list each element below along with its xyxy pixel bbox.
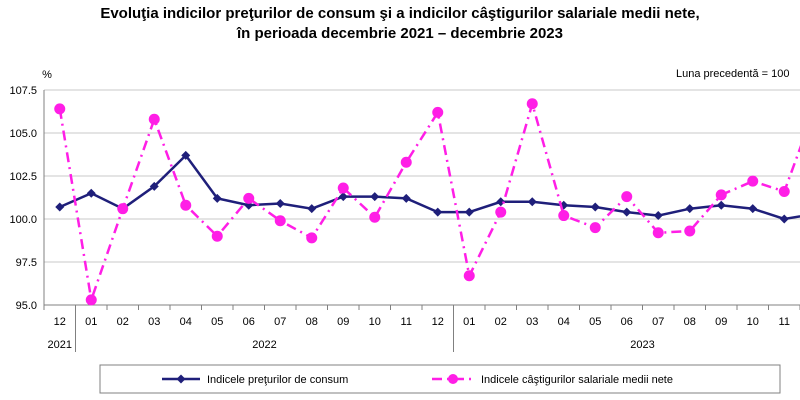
y-tick-label: 97.5 [16, 257, 37, 269]
wage-data-point [652, 227, 664, 239]
legend-wage-label: Indicele câştigurilor salariale medii ne… [481, 374, 673, 386]
wage-data-point [558, 210, 570, 222]
cpi-data-point [370, 192, 380, 202]
wage-data-point [337, 182, 349, 194]
y-tick-label: 105.0 [9, 128, 37, 140]
chart-title-line2: în perioada decembrie 2021 – decembrie 2… [236, 25, 563, 42]
wage-data-point [621, 191, 633, 203]
cpi-data-point [433, 207, 443, 217]
wage-data-point [211, 230, 223, 242]
x-tick-label: 06 [243, 316, 255, 328]
y-tick-label: 100.0 [9, 214, 37, 226]
x-tick-label: 11 [779, 316, 790, 328]
x-tick-label: 09 [715, 316, 727, 328]
x-tick-label: 03 [148, 316, 160, 328]
wage-data-point [306, 232, 318, 244]
legend-cpi-marker [176, 374, 186, 384]
x-tick-label: 11 [401, 316, 412, 328]
year-label: 2023 [630, 339, 654, 351]
chart-title: Evoluţia indicilor preţurilor de consum … [0, 4, 800, 44]
x-tick-label: 12 [432, 316, 444, 328]
legend-cpi-label: Indicele preţurilor de consum [207, 374, 348, 386]
cpi-data-point [464, 207, 474, 217]
wage-data-point [432, 106, 444, 118]
wage-data-point [778, 185, 790, 197]
x-tick-label: 02 [117, 316, 129, 328]
cpi-data-point [212, 193, 222, 203]
wage-data-point [400, 156, 412, 168]
x-tick-label: 04 [558, 316, 570, 328]
y-axis-label: % [42, 69, 52, 81]
wage-data-point [715, 189, 727, 201]
cpi-data-point [779, 214, 789, 224]
year-label: 2022 [252, 339, 276, 351]
cpi-data-point [748, 204, 758, 214]
cpi-data-point [307, 204, 317, 214]
x-tick-label: 10 [747, 316, 759, 328]
wage-data-point [747, 175, 759, 187]
x-tick-label: 05 [589, 316, 601, 328]
cpi-data-point [653, 211, 663, 221]
wage-data-point [274, 215, 286, 227]
baseline-annotation: Luna precedentă = 100 [676, 68, 789, 80]
cpi-data-point [622, 207, 632, 217]
cpi-data-point [527, 197, 537, 207]
x-tick-label: 01 [463, 316, 475, 328]
x-tick-label: 04 [180, 316, 192, 328]
wage-data-point [148, 113, 160, 125]
wage-data-point [54, 103, 66, 115]
cpi-data-point [338, 192, 348, 202]
year-label: 2021 [48, 339, 72, 351]
y-tick-label: 102.5 [9, 171, 37, 183]
cpi-data-point [590, 202, 600, 212]
wage-data-point [495, 206, 507, 218]
wage-data-point [117, 203, 129, 215]
x-tick-label: 03 [526, 316, 538, 328]
legend-wage-marker [448, 374, 458, 384]
x-tick-label: 05 [211, 316, 223, 328]
wage-data-point [85, 294, 97, 306]
wage-data-point [589, 222, 601, 234]
x-tick-label: 09 [337, 316, 349, 328]
x-tick-label: 08 [684, 316, 696, 328]
cpi-data-point [496, 197, 506, 207]
cpi-data-point [149, 181, 159, 191]
cpi-data-point [401, 193, 411, 203]
cpi-data-point [86, 188, 96, 198]
x-tick-label: 07 [652, 316, 664, 328]
x-tick-label: 08 [306, 316, 318, 328]
wage-data-point [684, 225, 696, 237]
y-tick-label: 107.5 [9, 85, 37, 97]
cpi-data-point [55, 202, 65, 212]
cpi-data-point [685, 204, 695, 214]
x-tick-label: 12 [54, 316, 66, 328]
y-tick-label: 95.0 [16, 300, 37, 312]
cpi-data-point [716, 200, 726, 210]
wage-data-point [180, 199, 192, 211]
x-tick-label: 01 [85, 316, 97, 328]
cpi-data-point [181, 150, 191, 160]
x-tick-label: 02 [495, 316, 507, 328]
x-tick-label: 10 [369, 316, 381, 328]
x-tick-label: 06 [621, 316, 633, 328]
wage-data-point [369, 211, 381, 223]
wage-data-point [243, 192, 255, 204]
wage-data-point [526, 98, 538, 110]
x-tick-label: 07 [274, 316, 286, 328]
chart-title-line1: Evoluţia indicilor preţurilor de consum … [100, 5, 700, 22]
cpi-data-point [275, 199, 285, 209]
wage-data-point [463, 270, 475, 282]
